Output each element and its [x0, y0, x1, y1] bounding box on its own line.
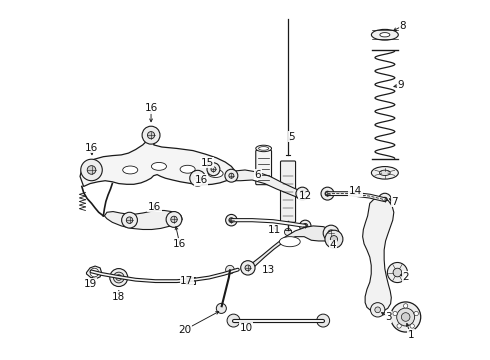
Circle shape	[330, 235, 338, 243]
Text: 13: 13	[262, 265, 275, 275]
Text: 2: 2	[402, 272, 409, 282]
Text: 12: 12	[298, 191, 312, 201]
Circle shape	[321, 187, 334, 200]
Ellipse shape	[151, 162, 167, 170]
Circle shape	[370, 303, 385, 317]
Circle shape	[207, 163, 220, 176]
Circle shape	[241, 261, 255, 275]
Circle shape	[147, 132, 155, 139]
Bar	[186, 277, 195, 284]
Circle shape	[142, 126, 160, 144]
Circle shape	[375, 307, 381, 313]
Circle shape	[227, 314, 240, 327]
Circle shape	[110, 269, 128, 287]
Polygon shape	[231, 170, 302, 197]
Text: 16: 16	[173, 239, 186, 249]
Text: 14: 14	[349, 186, 362, 197]
Text: 7: 7	[392, 197, 398, 207]
Circle shape	[323, 225, 339, 241]
Circle shape	[401, 313, 410, 321]
Circle shape	[225, 265, 234, 274]
Polygon shape	[80, 134, 234, 186]
Polygon shape	[363, 197, 394, 312]
Text: 16: 16	[145, 103, 158, 113]
Ellipse shape	[180, 165, 195, 173]
Text: 6: 6	[255, 170, 261, 180]
Ellipse shape	[208, 170, 223, 177]
Circle shape	[245, 265, 251, 271]
Text: 5: 5	[288, 132, 295, 142]
Circle shape	[378, 193, 392, 206]
Ellipse shape	[371, 30, 398, 40]
Text: 15: 15	[201, 158, 214, 168]
Polygon shape	[87, 266, 101, 279]
Text: 20: 20	[178, 325, 191, 335]
Ellipse shape	[279, 237, 300, 247]
Circle shape	[126, 217, 133, 224]
Polygon shape	[104, 211, 182, 229]
Text: 4: 4	[330, 240, 337, 250]
Circle shape	[229, 218, 234, 223]
Text: 16: 16	[85, 143, 98, 153]
Circle shape	[225, 215, 237, 226]
Text: 11: 11	[268, 225, 281, 235]
Circle shape	[393, 268, 402, 277]
Text: 17: 17	[180, 276, 194, 286]
Circle shape	[296, 187, 309, 200]
Ellipse shape	[379, 170, 390, 176]
Circle shape	[300, 191, 305, 196]
Ellipse shape	[259, 147, 269, 150]
Ellipse shape	[371, 167, 398, 179]
Circle shape	[166, 212, 182, 227]
Circle shape	[397, 308, 415, 326]
Circle shape	[171, 216, 177, 223]
Text: 8: 8	[399, 21, 406, 31]
FancyBboxPatch shape	[280, 161, 295, 222]
Ellipse shape	[122, 166, 138, 174]
Text: 10: 10	[240, 323, 253, 333]
Text: 16: 16	[195, 175, 208, 185]
Circle shape	[122, 212, 137, 228]
FancyBboxPatch shape	[256, 150, 271, 185]
Circle shape	[393, 311, 397, 316]
Circle shape	[211, 167, 216, 172]
Text: 18: 18	[112, 292, 125, 302]
Circle shape	[113, 272, 124, 283]
Circle shape	[414, 311, 418, 316]
Circle shape	[403, 304, 408, 308]
Circle shape	[325, 230, 343, 248]
Circle shape	[410, 324, 415, 328]
Circle shape	[229, 173, 234, 178]
Circle shape	[190, 170, 205, 186]
Text: 1: 1	[407, 330, 414, 340]
Circle shape	[388, 262, 408, 283]
Ellipse shape	[256, 145, 271, 152]
Circle shape	[285, 228, 292, 235]
Text: 19: 19	[83, 279, 97, 289]
Circle shape	[325, 191, 330, 196]
Circle shape	[299, 220, 311, 231]
Polygon shape	[247, 226, 334, 270]
Circle shape	[317, 314, 330, 327]
Circle shape	[303, 224, 308, 228]
Circle shape	[87, 166, 96, 174]
Circle shape	[391, 302, 421, 332]
Circle shape	[216, 303, 226, 314]
Circle shape	[225, 169, 238, 182]
Circle shape	[195, 175, 201, 181]
Circle shape	[328, 230, 334, 236]
Text: 3: 3	[385, 312, 392, 322]
Ellipse shape	[380, 33, 390, 37]
Text: 16: 16	[148, 202, 161, 212]
Circle shape	[116, 275, 122, 280]
Circle shape	[397, 324, 401, 328]
Text: 9: 9	[398, 80, 404, 90]
Circle shape	[382, 197, 388, 202]
Circle shape	[90, 268, 98, 277]
Circle shape	[81, 159, 102, 181]
